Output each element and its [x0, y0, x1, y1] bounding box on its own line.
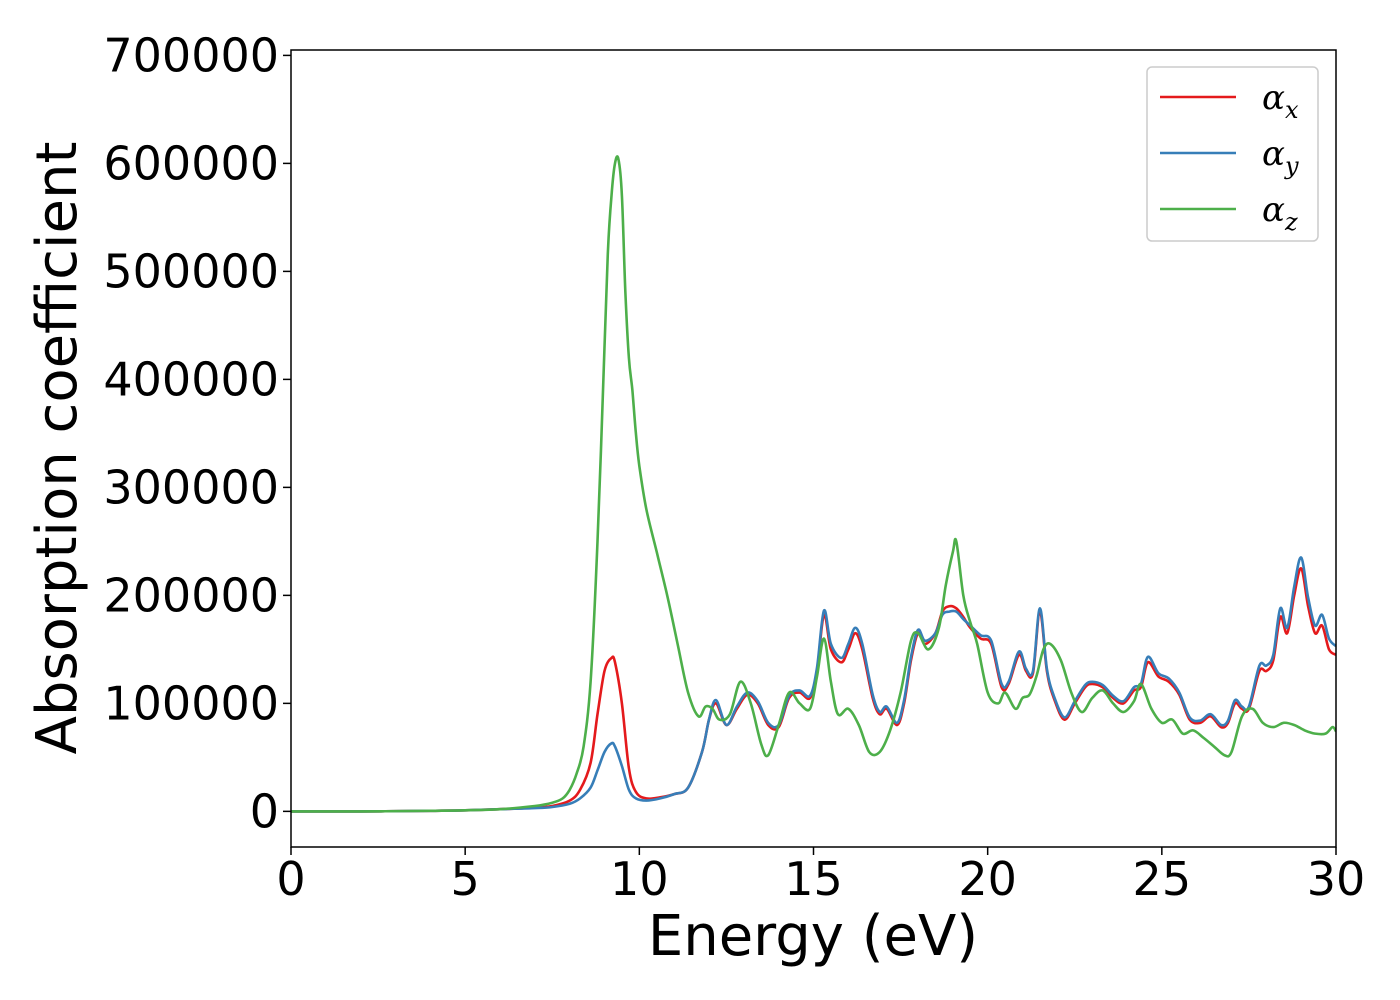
x-tick-label: 5 — [451, 852, 480, 906]
y-axis: 0 100000 200000 300000 400000 500000 600000 700… — [103, 28, 291, 838]
x-tick-label: 20 — [958, 852, 1017, 906]
y-tick-label: 0 — [250, 784, 279, 838]
y-tick-label: 400000 — [103, 352, 279, 406]
x-axis-label: Energy (eV) — [648, 904, 978, 969]
x-tick-label: 10 — [610, 852, 669, 906]
legend-label-x: αx — [1262, 78, 1299, 124]
x-axis: 0 5 10 15 20 25 30 — [276, 847, 1365, 906]
x-tick-label: 30 — [1307, 852, 1366, 906]
y-tick-label: 500000 — [103, 244, 279, 298]
series-line-z — [291, 155, 1336, 813]
y-tick-label: 200000 — [103, 568, 279, 622]
y-tick-label: 700000 — [103, 28, 279, 82]
legend-label-y: αy — [1262, 134, 1299, 180]
y-tick-label: 100000 — [103, 676, 279, 730]
legend-label-z: αz — [1262, 190, 1298, 236]
x-tick-label: 25 — [1133, 852, 1192, 906]
legend: αx αy αz — [1146, 66, 1319, 242]
y-tick-label: 300000 — [103, 460, 279, 514]
y-tick-label: 600000 — [103, 136, 279, 190]
y-axis-label: Absorption coefficient — [25, 142, 90, 755]
x-tick-label: 0 — [276, 852, 305, 906]
series-layer — [291, 155, 1336, 813]
x-tick-label: 15 — [784, 852, 843, 906]
series-line-y — [291, 556, 1336, 813]
